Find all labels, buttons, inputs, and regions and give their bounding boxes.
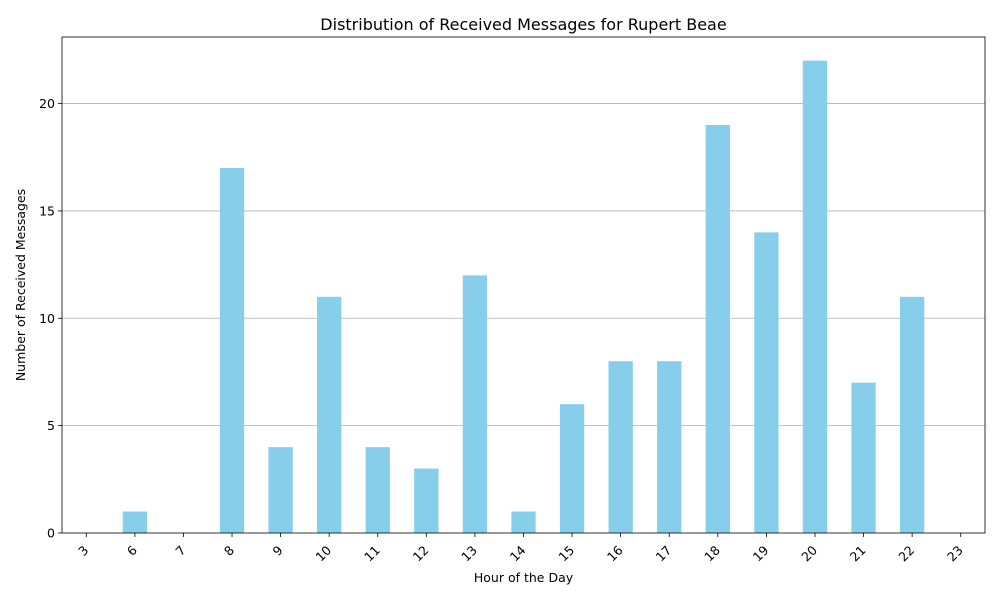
x-tick-label-11: 11: [361, 543, 383, 565]
x-tick-label-9: 9: [269, 542, 285, 558]
x-tick-label-22: 22: [895, 543, 917, 565]
y-tick-label-20: 20: [39, 96, 55, 111]
bar-hour-16: [608, 361, 633, 533]
x-tick-label-17: 17: [653, 543, 675, 565]
bar-hour-10: [317, 296, 342, 533]
bar-hour-22: [899, 296, 925, 533]
x-tick-label-3: 3: [75, 543, 91, 559]
bar-hour-21: [851, 382, 876, 533]
bar-hour-11: [365, 447, 390, 533]
x-axis-label: Hour of the Day: [474, 570, 574, 585]
x-tick-label-19: 19: [750, 542, 772, 564]
chart-title: Distribution of Received Messages for Ru…: [320, 15, 726, 34]
x-tick-label-21: 21: [847, 543, 869, 565]
x-tick-label-7: 7: [172, 543, 188, 559]
bars: [122, 60, 925, 534]
bar-hour-9: [268, 447, 293, 533]
bar-hour-15: [559, 404, 585, 533]
x-tick-label-18: 18: [701, 542, 723, 564]
y-tick-label-15: 15: [39, 203, 55, 218]
x-tick-label-6: 6: [124, 542, 140, 558]
x-tick-label-12: 12: [410, 543, 432, 565]
x-tick-label-23: 23: [944, 543, 966, 565]
bar-hour-18: [705, 125, 730, 533]
bar-hour-17: [657, 361, 682, 533]
bar-hour-13: [462, 275, 488, 533]
axes: [61, 36, 986, 534]
gridlines: [62, 103, 985, 427]
bar-hour-20: [802, 60, 828, 533]
x-tick-label-13: 13: [458, 543, 480, 565]
x-tick-label-14: 14: [507, 542, 529, 564]
bar-hour-14: [511, 511, 536, 533]
bar-hour-8: [219, 167, 245, 534]
plot-frame: [61, 36, 986, 534]
y-axis-label: Number of Received Messages: [13, 189, 28, 381]
y-tick-label-10: 10: [39, 311, 55, 326]
y-tick-label-0: 0: [47, 526, 55, 541]
x-tick-label-20: 20: [798, 542, 820, 564]
bar-hour-6: [122, 511, 148, 533]
x-tick-label-10: 10: [312, 542, 334, 564]
x-tick-label-16: 16: [604, 542, 626, 564]
bar-hour-12: [414, 468, 439, 533]
bar-hour-19: [754, 232, 779, 534]
x-tick-label-8: 8: [221, 542, 237, 558]
x-tick-label-15: 15: [555, 543, 577, 565]
y-tick-label-5: 5: [47, 418, 55, 433]
